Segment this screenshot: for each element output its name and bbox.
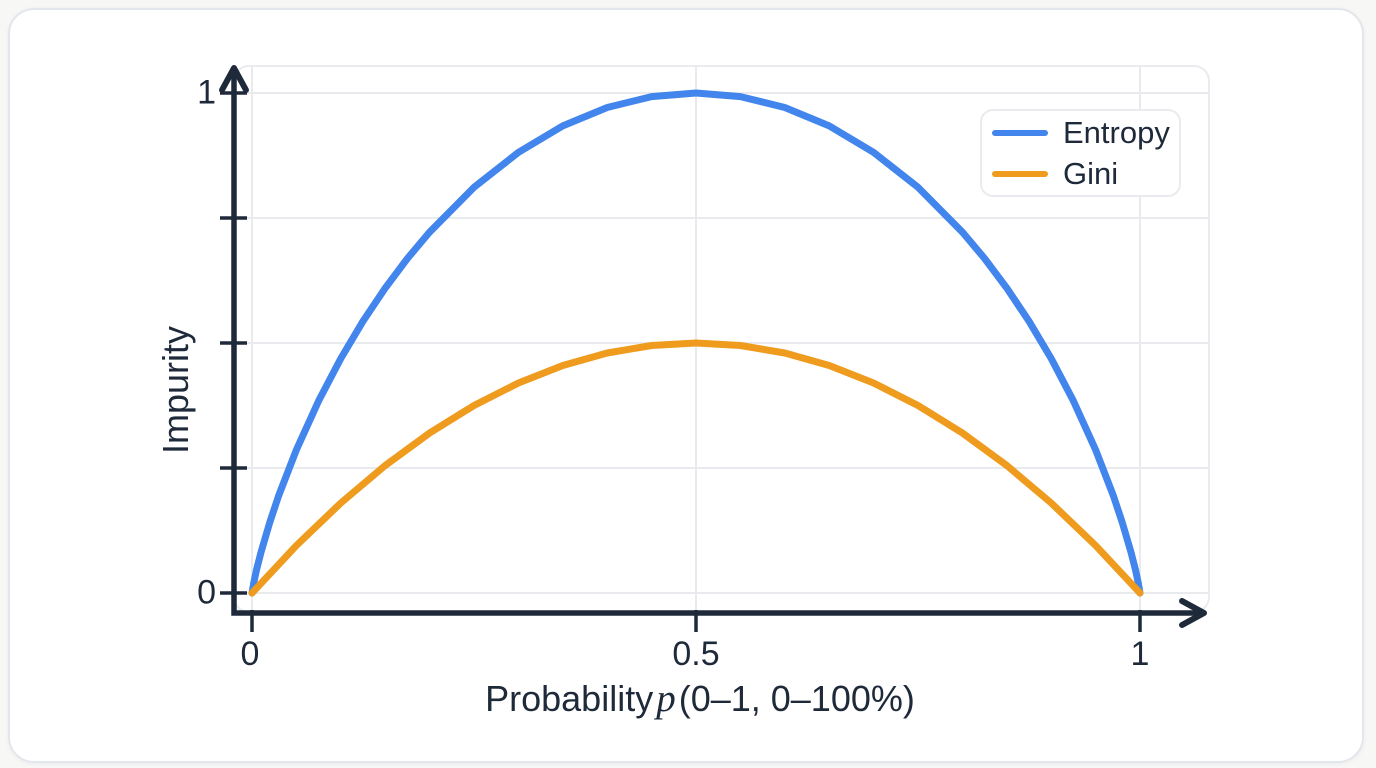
chart-legend: Entropy Gini <box>980 109 1181 197</box>
x-axis-tick-label-0.5: 0.5 <box>672 635 720 673</box>
legend-entry-entropy: Entropy <box>992 117 1179 148</box>
y-axis-tick-label-0: 0 <box>197 573 216 612</box>
x-axis-title: Probabilityp(0–1, 0–100%) <box>485 677 915 721</box>
x-axis-title-range: (0–1, 0–100%) <box>678 678 915 719</box>
legend-label-gini: Gini <box>1063 156 1119 191</box>
legend-entry-gini: Gini <box>992 158 1179 189</box>
x-axis-tick-label-0: 0 <box>240 635 260 673</box>
gini-line-swatch <box>992 170 1048 177</box>
y-axis-title: Impurity <box>155 325 197 455</box>
entropy-line-swatch <box>992 129 1048 136</box>
y-axis-tick-label-1: 1 <box>197 73 216 112</box>
x-axis-tick-label-1: 1 <box>1130 635 1150 673</box>
x-axis-title-math-p: p <box>656 677 676 720</box>
x-axis-title-text: Probability <box>485 678 654 719</box>
legend-label-entropy: Entropy <box>1063 115 1170 150</box>
